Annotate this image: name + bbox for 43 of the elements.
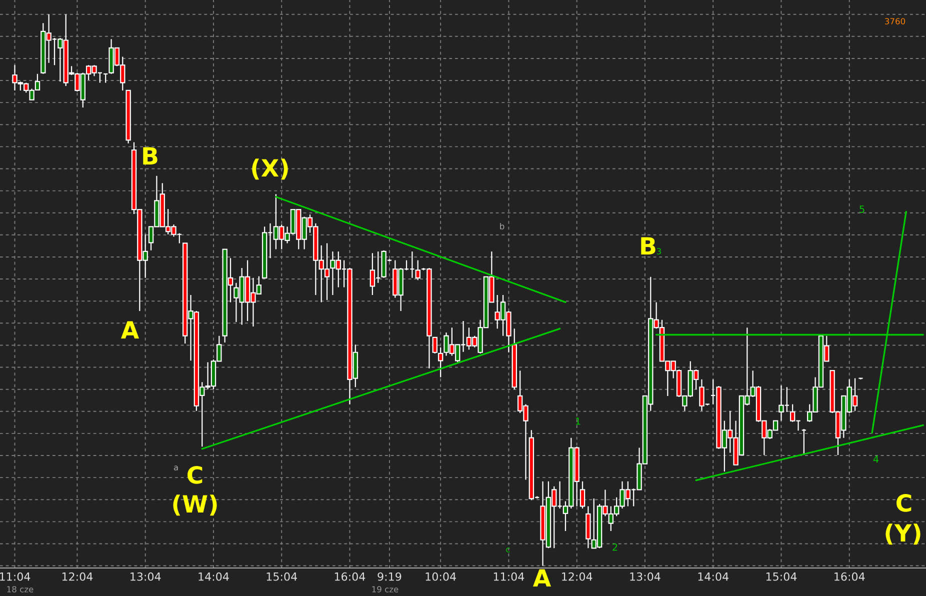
text: A bbox=[532, 569, 552, 587]
x-tick-label: 15:04 bbox=[266, 572, 297, 581]
x-tick-label: 14:04 bbox=[698, 572, 728, 581]
x-tick-label: 13:04 bbox=[630, 572, 660, 581]
annotation: C bbox=[188, 466, 202, 484]
annotation: c bbox=[506, 548, 510, 552]
x-tick-label: 12:04 bbox=[562, 572, 592, 581]
annotation: B bbox=[641, 237, 656, 255]
x-tick-label: 12:04 bbox=[62, 572, 93, 581]
annotation: B bbox=[143, 147, 158, 165]
candlestick bbox=[586, 506, 591, 549]
text: 19 cze bbox=[372, 586, 398, 592]
annotation: A bbox=[120, 321, 140, 339]
candlestick bbox=[801, 428, 807, 456]
candlestick bbox=[126, 90, 131, 144]
candlestick bbox=[415, 260, 420, 281]
x-tick-label: 16:04 bbox=[334, 572, 366, 581]
candlestick bbox=[512, 328, 517, 390]
x-tick-label: 11:04 bbox=[494, 572, 524, 581]
x-tick-label: 15:04 bbox=[766, 572, 797, 581]
x-tick-label: 13:04 bbox=[130, 572, 161, 581]
annotation: 5 bbox=[860, 206, 864, 213]
candlestick bbox=[438, 346, 444, 378]
text: 18 cze bbox=[7, 586, 34, 592]
annotation: (X) bbox=[252, 158, 288, 180]
annotation: 4 bbox=[873, 456, 879, 463]
candlestick bbox=[580, 480, 586, 509]
annotation: (W) bbox=[173, 494, 217, 516]
x-tick-label: 9:19 bbox=[378, 572, 402, 581]
annotation: 3760 bbox=[885, 18, 906, 24]
annotation: a bbox=[174, 466, 178, 470]
annotation: 2 bbox=[612, 543, 618, 551]
annotation: C bbox=[896, 494, 912, 512]
annotation: 3 bbox=[656, 248, 661, 254]
annotation: 1 bbox=[576, 418, 580, 425]
candlestick bbox=[103, 73, 108, 84]
annotation: b bbox=[500, 222, 504, 230]
annotation: (Y) bbox=[886, 524, 920, 545]
candlestick bbox=[432, 336, 438, 354]
x-tick-label: 14:04 bbox=[198, 572, 229, 581]
x-tick-label: 16:04 bbox=[834, 572, 865, 581]
x-tick-label: 11:04 bbox=[0, 572, 30, 581]
x-tick-label: 10:04 bbox=[426, 572, 456, 581]
